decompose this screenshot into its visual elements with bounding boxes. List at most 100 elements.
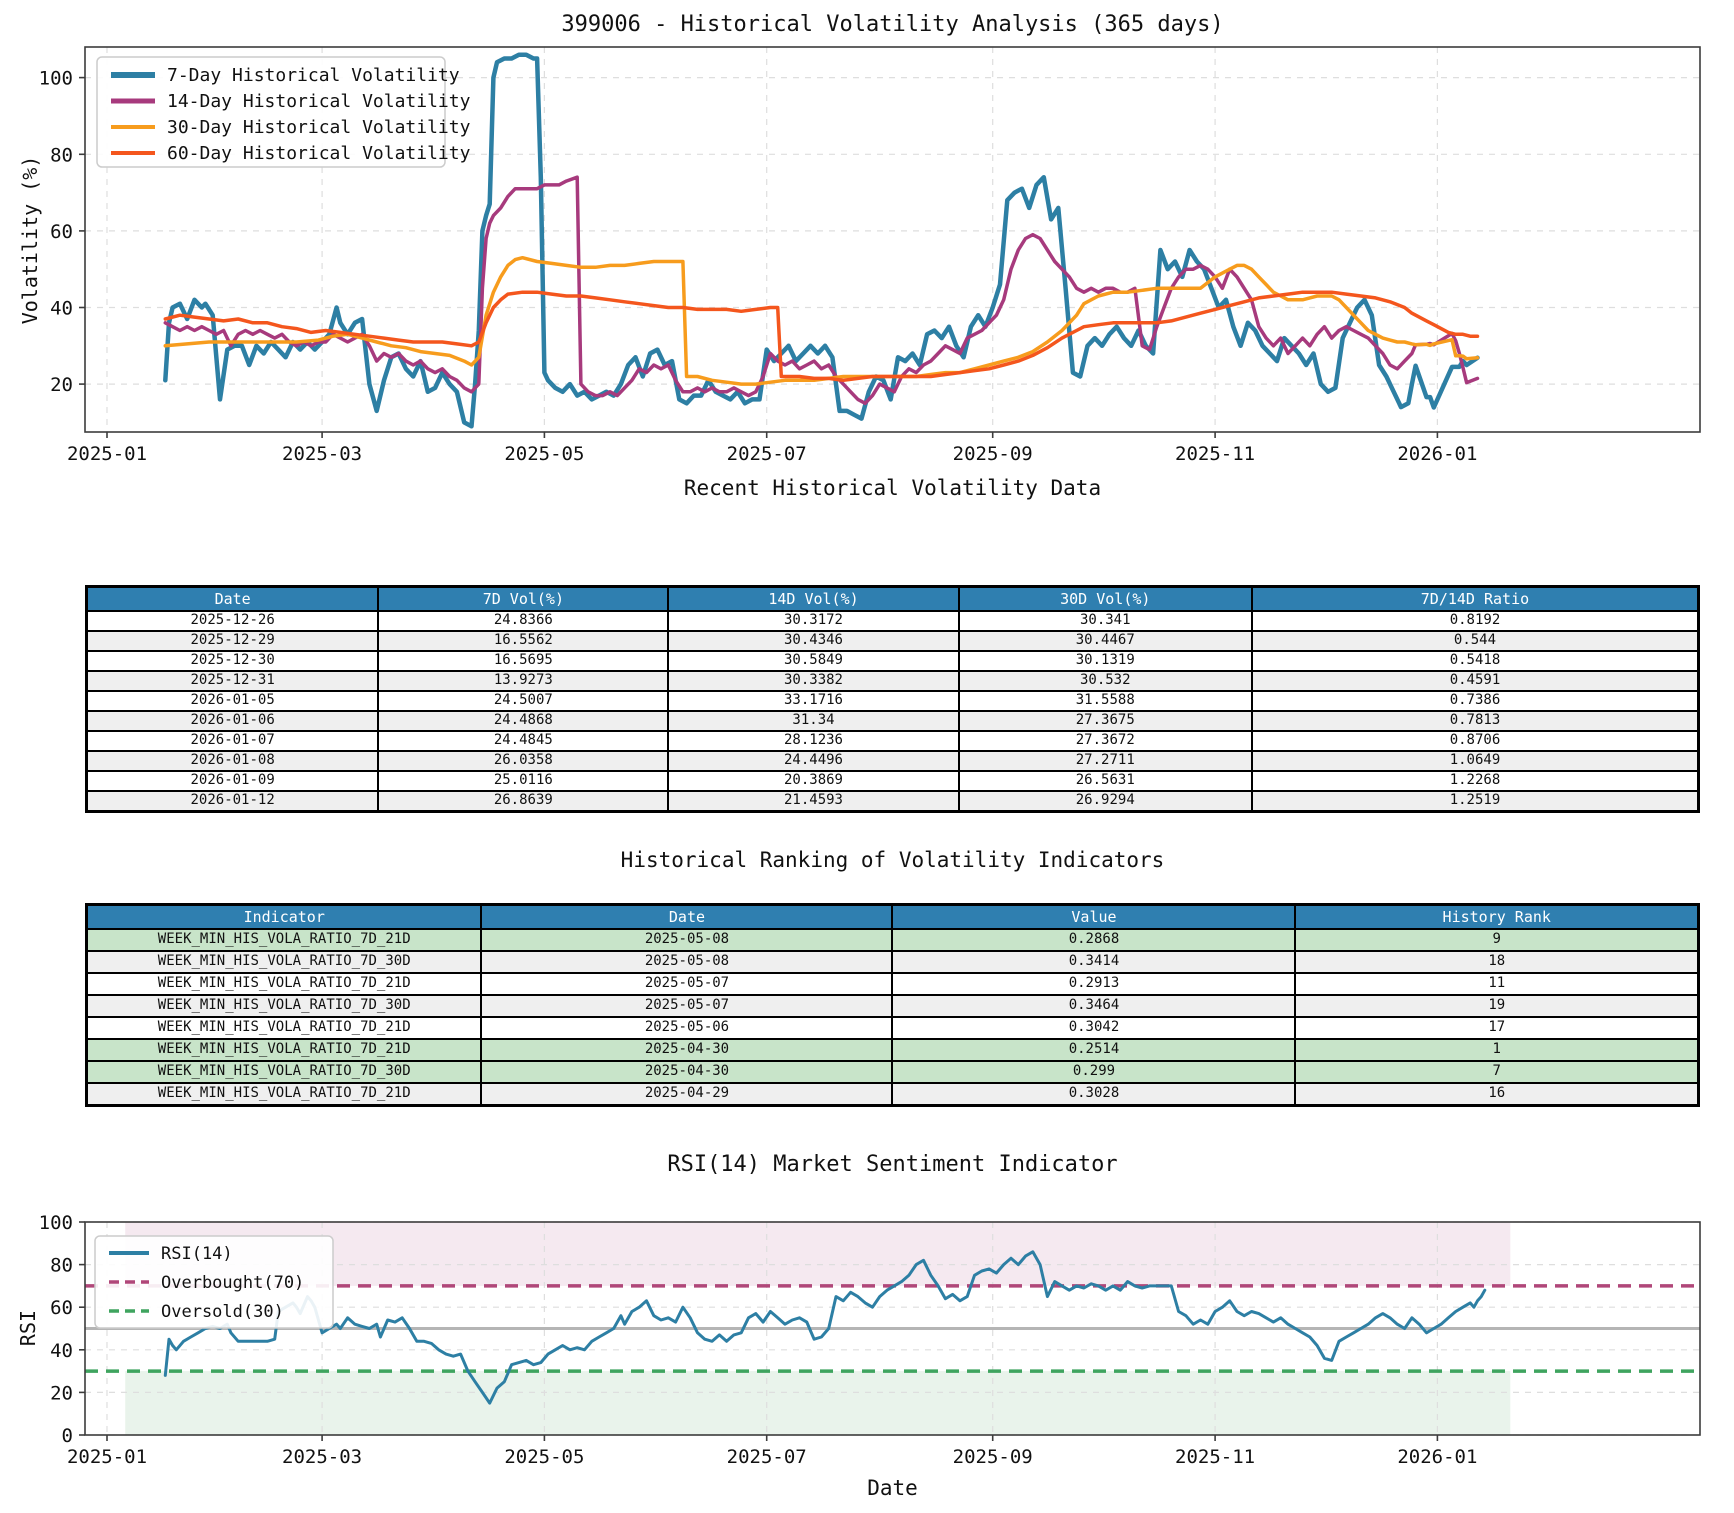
- header-row: Indicator Date Value History Rank: [85, 903, 1700, 930]
- y-tick-label: 100: [39, 1212, 73, 1234]
- column-header: Date: [85, 585, 380, 612]
- table-cell: WEEK_MIN_HIS_VOLA_RATIO_7D_21D: [85, 928, 483, 952]
- table-row: WEEK_MIN_HIS_VOLA_RATIO_7D_21D 2025-05-06…: [85, 1016, 1700, 1040]
- table-cell: 0.3042: [891, 1016, 1297, 1040]
- column-header: Date: [480, 903, 894, 930]
- x-tick-label: 2025-03: [282, 443, 362, 465]
- table-row: WEEK_MIN_HIS_VOLA_RATIO_7D_21D 2025-05-08…: [85, 928, 1700, 952]
- table-row: 2025-12-26 24.8366 30.3172 30.341 0.8192: [85, 610, 1700, 632]
- table-cell: 30.3382: [667, 670, 960, 692]
- table-cell: 1.2268: [1250, 770, 1700, 792]
- table-cell: 19: [1294, 994, 1700, 1018]
- column-header: 7D/14D Ratio: [1250, 585, 1700, 612]
- table-cell: 9: [1294, 928, 1700, 952]
- legend-box: [94, 1235, 334, 1329]
- table-cell: WEEK_MIN_HIS_VOLA_RATIO_7D_21D: [85, 1082, 483, 1107]
- x-tick-label: 2025-05: [504, 443, 584, 465]
- table-cell: 24.4845: [377, 730, 670, 752]
- overbought-band: [125, 1222, 1511, 1286]
- series-30-day-historical-volatility: [163, 255, 1480, 386]
- legend-label: Overbought(70): [161, 1273, 304, 1293]
- table-cell: 30.5849: [667, 650, 960, 672]
- x-tick-label: 2025-07: [727, 443, 807, 465]
- recent-volatility-table: Date 7D Vol(%) 14D Vol(%) 30D Vol(%) 7D/14D …: [85, 585, 1700, 813]
- y-tick-label: 20: [50, 1382, 73, 1404]
- table-row: 2026-01-09 25.0116 20.3869 26.5631 1.2268: [85, 770, 1700, 792]
- x-tick-label: 2026-01: [1397, 1446, 1477, 1468]
- table-cell: 2026-01-06: [85, 710, 380, 732]
- table-cell: 2025-12-30: [85, 650, 380, 672]
- legend-label: 60-Day Historical Volatility: [167, 143, 471, 164]
- table-cell: 2025-05-06: [480, 1016, 894, 1040]
- table-cell: 0.7813: [1250, 710, 1700, 732]
- y-tick-label: 60: [50, 1297, 73, 1319]
- table-cell: 30.532: [957, 670, 1253, 692]
- table-cell: 7: [1294, 1060, 1700, 1084]
- table-cell: 26.5631: [957, 770, 1253, 792]
- legend-label: RSI(14): [161, 1244, 233, 1264]
- column-header: History Rank: [1294, 903, 1700, 930]
- series-rsi-14: [163, 1250, 1487, 1405]
- table-cell: WEEK_MIN_HIS_VOLA_RATIO_7D_21D: [85, 1038, 483, 1062]
- table-cell: 2025-12-26: [85, 610, 380, 632]
- table-row: 2026-01-05 24.5007 33.1716 31.5588 0.7386: [85, 690, 1700, 712]
- plot-frame: [84, 1221, 1701, 1436]
- table-row: 2026-01-07 24.4845 28.1236 27.3672 0.8706: [85, 730, 1700, 752]
- table-cell: 0.8706: [1250, 730, 1700, 752]
- table-cell: 2025-04-29: [480, 1082, 894, 1107]
- legend-label: 14-Day Historical Volatility: [167, 91, 471, 112]
- legend-box: [96, 56, 446, 168]
- table-cell: 17: [1294, 1016, 1700, 1040]
- y-tick-label: 80: [50, 144, 73, 166]
- table-cell: 2026-01-07: [85, 730, 380, 752]
- volatility-chart: 2025-01 2025-03 2025-05 2025-07 2025-09 2025-…: [39, 46, 1701, 465]
- table-row: 2026-01-08 26.0358 24.4496 27.2711 1.0649: [85, 750, 1700, 772]
- x-tick-label: 2025-11: [1175, 443, 1255, 465]
- table-cell: 2025-05-07: [480, 972, 894, 996]
- table-cell: 2025-05-07: [480, 994, 894, 1018]
- volatility-chart-title: 399006 - Historical Volatility Analysis …: [561, 12, 1224, 37]
- table-cell: 2025-12-31: [85, 670, 380, 692]
- table-cell: WEEK_MIN_HIS_VOLA_RATIO_7D_30D: [85, 950, 483, 974]
- table-cell: 27.3675: [957, 710, 1253, 732]
- column-header: Indicator: [85, 903, 483, 930]
- table-cell: 0.3414: [891, 950, 1297, 974]
- table-cell: 2026-01-08: [85, 750, 380, 772]
- table-cell: 2025-05-08: [480, 950, 894, 974]
- table-cell: WEEK_MIN_HIS_VOLA_RATIO_7D_21D: [85, 1016, 483, 1040]
- table-cell: 16.5695: [377, 650, 670, 672]
- ranking-section-title: Historical Ranking of Volatility Indicat…: [620, 848, 1165, 872]
- table-cell: WEEK_MIN_HIS_VOLA_RATIO_7D_21D: [85, 972, 483, 996]
- table-cell: 21.4593: [667, 790, 960, 813]
- table-cell: 24.5007: [377, 690, 670, 712]
- series-7-day-historical-volatility: [163, 52, 1480, 429]
- column-header: Value: [891, 903, 1297, 930]
- table-cell: 0.3028: [891, 1082, 1297, 1107]
- table-cell: 28.1236: [667, 730, 960, 752]
- table-cell: 0.2514: [891, 1038, 1297, 1062]
- table-cell: 24.4496: [667, 750, 960, 772]
- rsi-chart: 2025-01 2025-03 2025-05 2025-07 2025-09 2025-…: [39, 1212, 1701, 1468]
- table-cell: 11: [1294, 972, 1700, 996]
- volatility-chart-xlabel: Recent Historical Volatility Data: [683, 476, 1102, 500]
- y-tick-label: 40: [50, 298, 73, 320]
- table-cell: 2026-01-05: [85, 690, 380, 712]
- table-cell: 30.1319: [957, 650, 1253, 672]
- table-cell: 2026-01-09: [85, 770, 380, 792]
- table-row: 2026-01-12 26.8639 21.4593 26.9294 1.2519: [85, 790, 1700, 813]
- table-cell: 2026-01-12: [85, 790, 380, 813]
- x-tick-label: 2025-09: [953, 443, 1033, 465]
- x-tick-label: 2025-01: [67, 1446, 147, 1468]
- table-cell: 31.5588: [957, 690, 1253, 712]
- table-cell: 26.9294: [957, 790, 1253, 813]
- table-cell: 0.3464: [891, 994, 1297, 1018]
- x-tick-label: 2025-09: [953, 1446, 1033, 1468]
- series-14-day-historical-volatility: [163, 175, 1480, 406]
- table-row: WEEK_MIN_HIS_VOLA_RATIO_7D_30D 2025-05-08…: [85, 950, 1700, 974]
- table-cell: 2025-12-29: [85, 630, 380, 652]
- table-cell: 1.0649: [1250, 750, 1700, 772]
- rsi-chart-title: RSI(14) Market Sentiment Indicator: [667, 1152, 1118, 1177]
- y-tick-label: 40: [50, 1340, 73, 1362]
- table-cell: 24.4868: [377, 710, 670, 732]
